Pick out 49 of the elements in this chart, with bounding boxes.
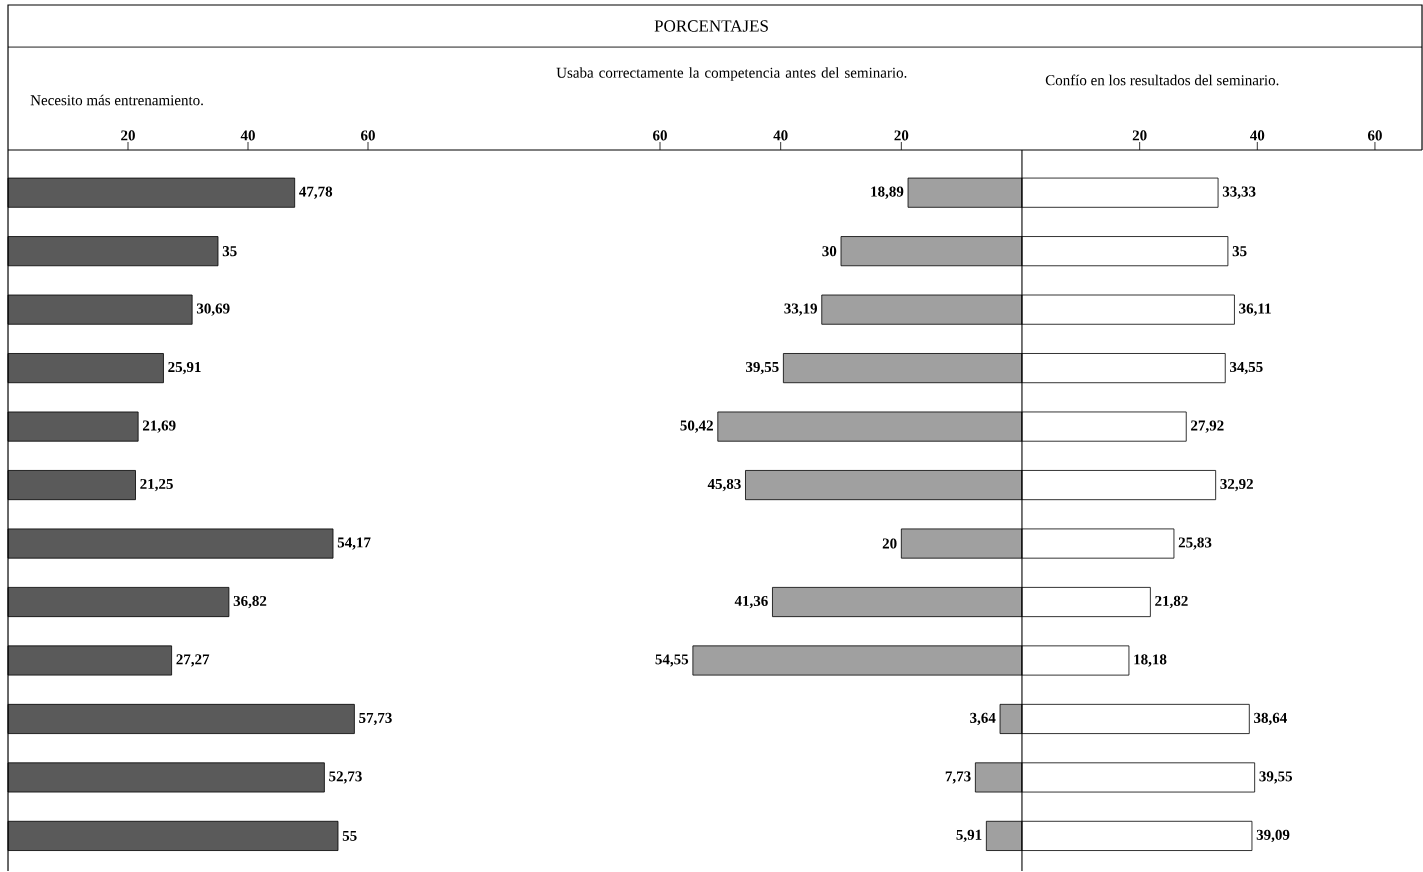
data-label: 36,11 <box>1239 303 1271 316</box>
x-tick-label: 60 <box>653 130 667 141</box>
data-label: 5,91 <box>956 830 982 843</box>
chart-subtitle: Confío en los resultados del seminario. <box>1045 74 1279 86</box>
data-label: 35 <box>1232 246 1247 257</box>
data-label: 52,73 <box>329 771 362 784</box>
chart-subtitle: Necesito más entrenamiento. <box>30 94 203 106</box>
x-tick-label: 40 <box>773 130 788 141</box>
data-label: 41,36 <box>734 596 768 609</box>
data-label: 32,92 <box>1220 479 1253 492</box>
data-label: 36,82 <box>233 596 267 609</box>
data-label: 34,55 <box>1230 362 1263 375</box>
data-label: 18,89 <box>871 186 904 200</box>
data-label: 33,19 <box>784 303 818 316</box>
data-label: 47,78 <box>299 186 333 200</box>
data-label: 54,55 <box>655 654 689 667</box>
data-label: 3,64 <box>970 713 996 726</box>
data-label: 54,17 <box>337 537 371 550</box>
data-label: 50,42 <box>680 420 713 433</box>
data-label: 33,33 <box>1222 186 1256 200</box>
x-tick-label: 60 <box>1367 130 1382 141</box>
data-label: 25,91 <box>168 362 201 375</box>
data-label: 7,73 <box>945 771 971 784</box>
data-label: 38,64 <box>1254 713 1287 726</box>
data-label: 30,69 <box>196 303 230 316</box>
data-label: 55 <box>342 831 357 842</box>
x-tick-label: 40 <box>240 130 255 141</box>
data-label: 27,92 <box>1191 420 1224 433</box>
data-label: 18,18 <box>1134 654 1167 667</box>
data-label: 20 <box>882 538 897 549</box>
data-label: 21,69 <box>142 420 176 433</box>
chart-title: PORCENTAJES <box>654 20 768 32</box>
data-label: 30 <box>822 246 837 257</box>
x-tick-label: 40 <box>1250 130 1265 141</box>
data-label: 35 <box>222 246 237 257</box>
data-label: 39,55 <box>746 362 779 375</box>
x-tick-label: 60 <box>361 130 375 141</box>
x-tick-label: 20 <box>121 130 135 141</box>
chart-subtitle: Usaba correctamente la competencia antes del seminario. <box>556 67 907 82</box>
x-tick-label: 20 <box>1132 130 1147 141</box>
x-tick-label: 20 <box>894 130 909 141</box>
data-label: 45,83 <box>707 479 741 492</box>
data-label: 57,73 <box>359 713 392 726</box>
data-label: 39,09 <box>1256 829 1290 843</box>
data-label: 39,55 <box>1259 771 1293 784</box>
data-label: 25,83 <box>1178 537 1212 550</box>
data-label: 21,25 <box>140 479 173 492</box>
data-label: 21,82 <box>1155 596 1188 609</box>
data-label: 27,27 <box>176 654 210 667</box>
